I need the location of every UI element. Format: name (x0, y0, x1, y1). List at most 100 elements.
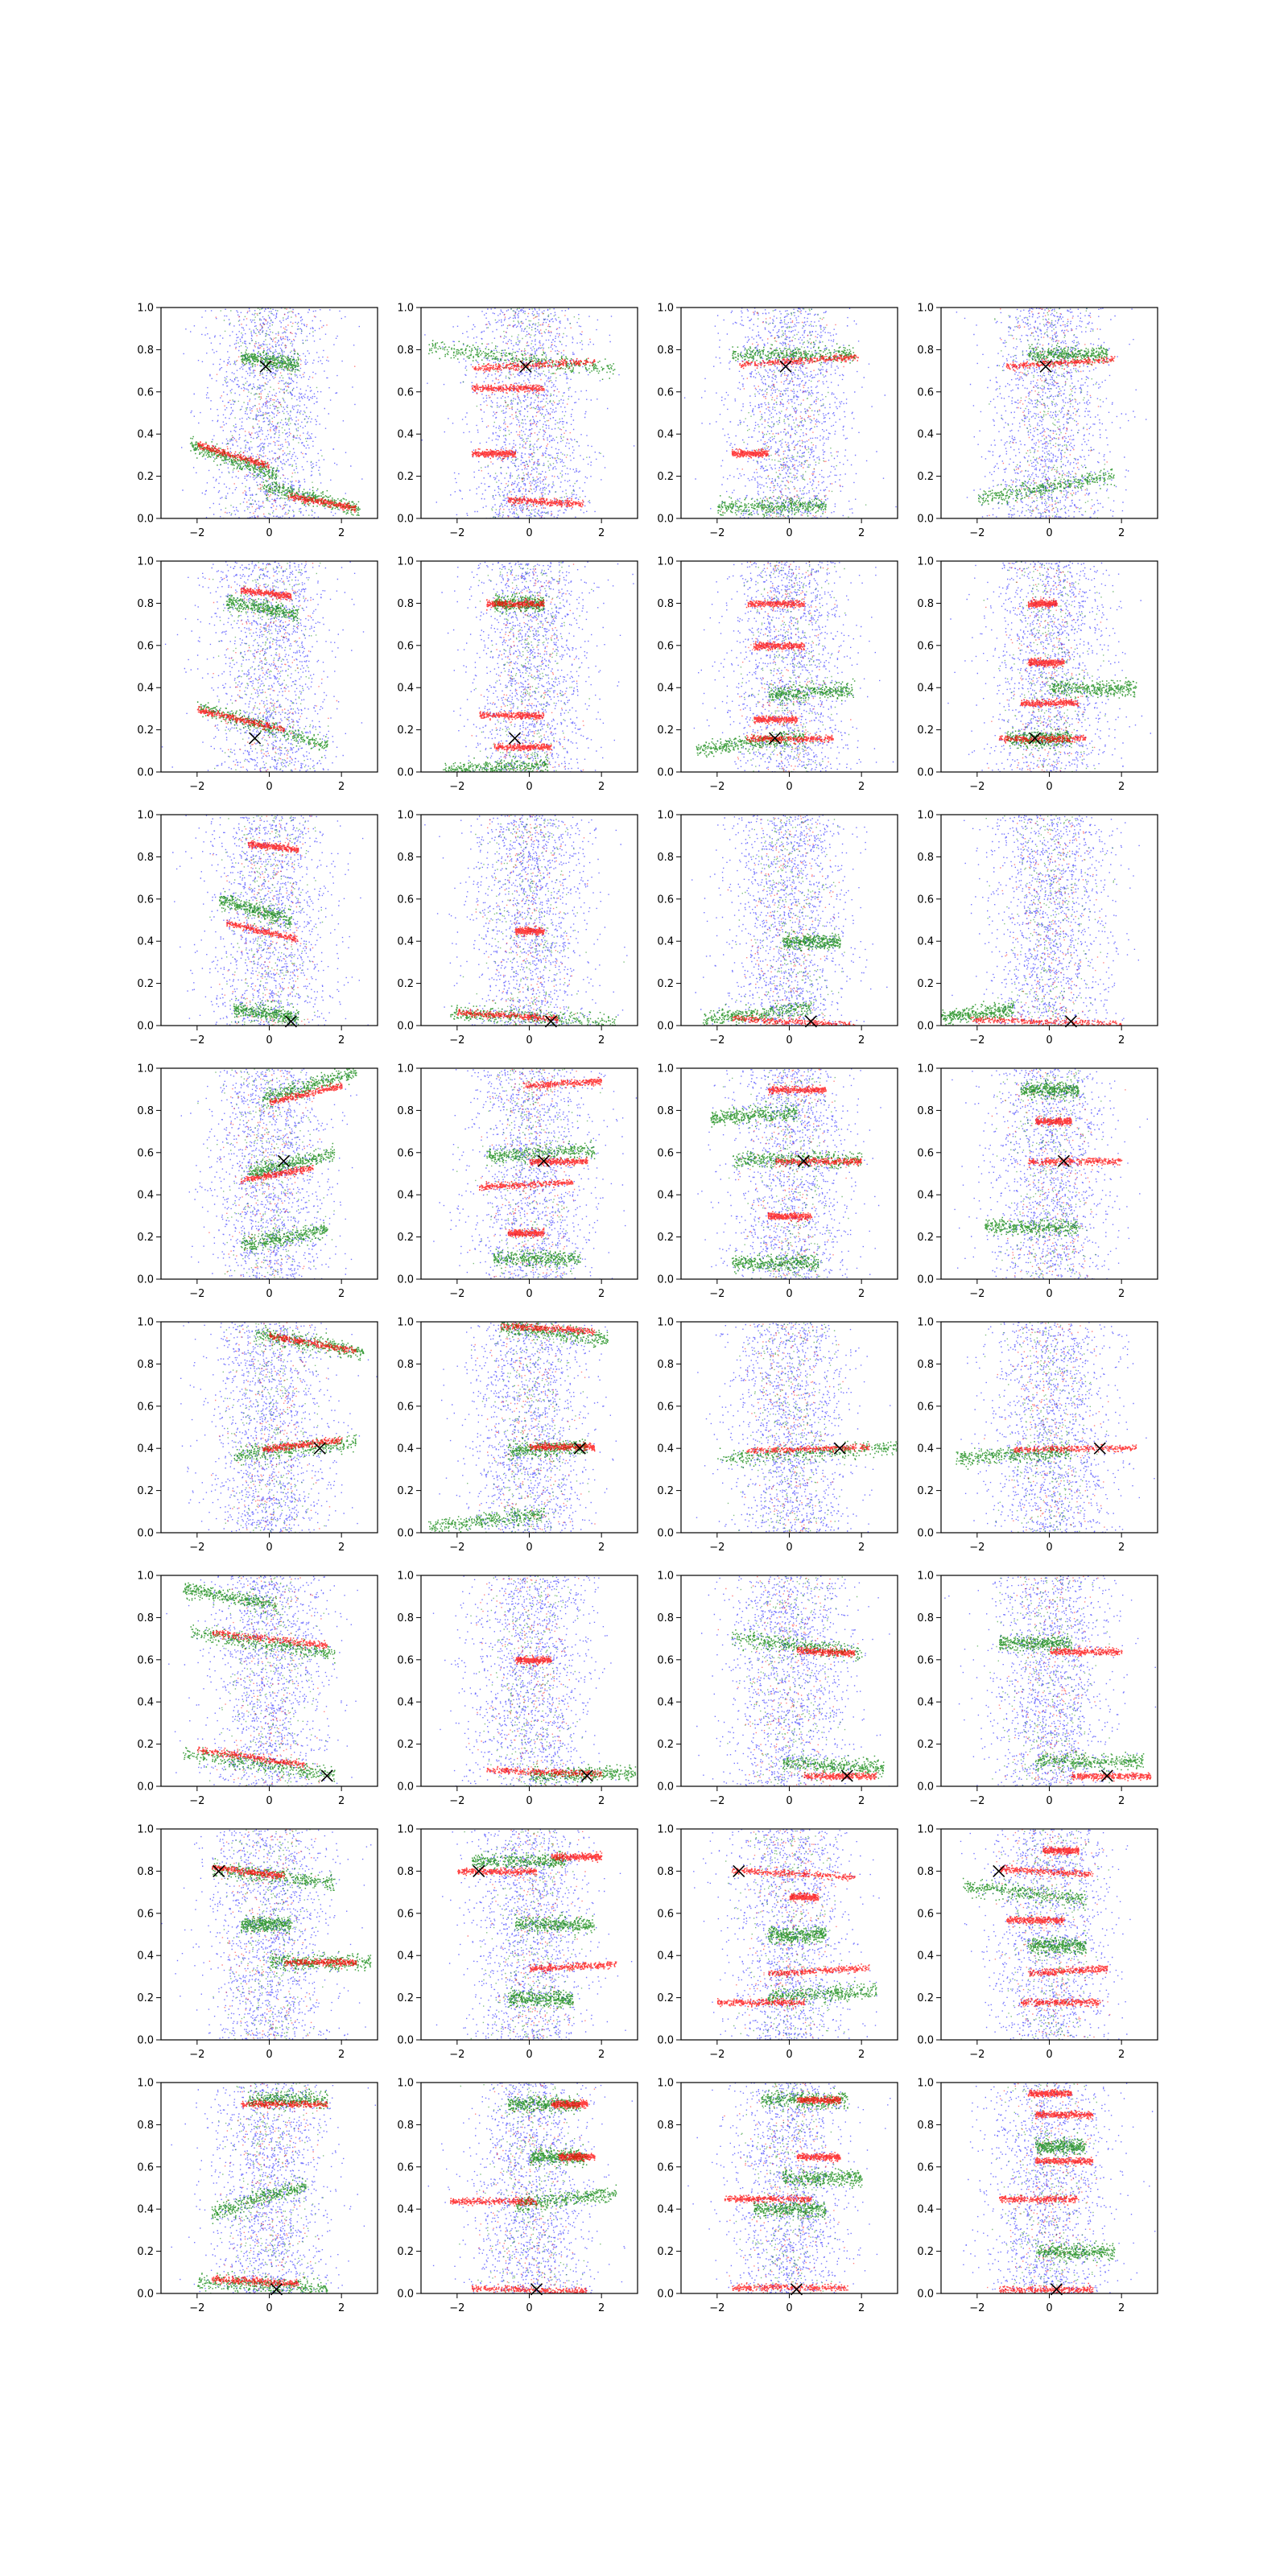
y-tick-label: 0.0 (397, 1021, 414, 1033)
y-tick-label: 1.0 (397, 556, 414, 568)
y-tick-label: 0.0 (657, 2035, 674, 2047)
x-tick-label: 2 (1118, 2302, 1125, 2314)
axes-frame (421, 1068, 638, 1279)
y-tick-label: 0.0 (917, 1781, 934, 1794)
y-tick-label: 0.0 (397, 2289, 414, 2301)
y-tick-label: 0.8 (657, 598, 674, 610)
y-tick-label: 0.0 (917, 2289, 934, 2301)
scatter-points (694, 561, 894, 773)
y-tick-label: 0.2 (137, 1992, 154, 2004)
scatter-points (171, 2083, 377, 2297)
blue-points (960, 1829, 1131, 2041)
x-tick-label: −2 (449, 2049, 464, 2061)
y-tick-label: 0.4 (917, 2204, 934, 2216)
blue-points (696, 1323, 891, 1534)
blue-points (694, 561, 894, 773)
y-tick-label: 0.2 (397, 1485, 414, 1497)
blue-points (944, 1575, 1156, 1787)
subplot-r6-c4: −2 0 20.00.20.40.60.81.0 (917, 1571, 1158, 1808)
green-scatter-points (223, 1323, 345, 1534)
y-tick-label: 0.2 (137, 978, 154, 990)
y-tick-label: 1.0 (137, 1063, 154, 1075)
blue-points (684, 308, 897, 519)
y-tick-label: 0.2 (917, 1739, 934, 1751)
red-band (287, 492, 356, 513)
blue-points (433, 1068, 637, 1280)
scatter-points (684, 308, 897, 519)
red-scatter-points (984, 1323, 1108, 1534)
x-tick-label: 0 (1046, 1795, 1052, 1807)
scatter-points (428, 1319, 617, 1538)
y-tick-label: 0.2 (137, 1232, 154, 1244)
red-band (551, 1851, 603, 1863)
scatter-points (428, 2083, 633, 2296)
y-tick-label: 0.0 (397, 1781, 414, 1794)
y-tick-label: 0.6 (397, 640, 414, 652)
scatter-points (691, 815, 888, 1029)
x-tick-label: 0 (526, 1795, 532, 1807)
subplot-r1-c3: −2 0 20.00.20.40.60.81.0 (657, 303, 898, 540)
y-tick-label: 0.6 (657, 1401, 674, 1413)
y-tick-label: 0.6 (657, 640, 674, 652)
green-band (732, 1249, 819, 1274)
x-tick-label: 2 (338, 781, 345, 793)
x-tick-label: 0 (1046, 2302, 1052, 2314)
red-band (515, 1655, 552, 1666)
y-tick-label: 0.0 (137, 2035, 154, 2047)
y-tick-label: 0.6 (397, 2161, 414, 2174)
blue-points (439, 1322, 617, 1534)
y-tick-label: 1.0 (397, 303, 414, 315)
red-band (508, 1228, 545, 1238)
y-tick-label: 1.0 (657, 556, 674, 568)
x-tick-label: 0 (786, 1288, 792, 1300)
y-tick-label: 0.8 (397, 598, 414, 610)
y-tick-label: 0.4 (397, 1697, 414, 1709)
axes-frame (421, 1322, 638, 1533)
x-tick-label: −2 (709, 781, 724, 793)
subplot-r5-c1: −2 0 20.00.20.40.60.81.0 (137, 1317, 378, 1554)
x-tick-label: 2 (858, 2302, 865, 2314)
red-scatter-points (724, 2083, 854, 2293)
scatter-points (941, 815, 1140, 1028)
axes-frame (681, 2083, 898, 2293)
y-tick-label: 0.2 (917, 1485, 934, 1497)
y-tick-label: 0.2 (397, 1232, 414, 1244)
y-tick-label: 0.4 (397, 1443, 414, 1455)
y-tick-label: 0.8 (657, 852, 674, 864)
x-tick-label: 0 (786, 2302, 792, 2314)
blue-points (697, 1068, 881, 1280)
green-scatter-points (475, 562, 592, 771)
y-tick-label: 0.8 (917, 1105, 934, 1117)
x-tick-label: 0 (1046, 1034, 1052, 1046)
x-tick-label: 2 (1118, 1034, 1125, 1046)
x-tick-label: −2 (189, 781, 204, 793)
y-tick-label: 0.2 (917, 978, 934, 990)
y-tick-label: 0.2 (397, 1739, 414, 1751)
subplot-r8-c4: −2 0 20.00.20.40.60.81.0 (917, 2078, 1158, 2315)
y-tick-label: 0.2 (657, 1992, 674, 2004)
subplot-r7-c2: −2 0 20.00.20.40.60.81.0 (397, 1824, 638, 2062)
green-band (515, 1912, 595, 1938)
x-tick-label: 0 (1046, 1542, 1052, 1554)
subplot-r2-c3: −2 0 20.00.20.40.60.81.0 (657, 556, 898, 794)
red-band (732, 2282, 848, 2293)
y-tick-label: 0.4 (137, 1190, 154, 1202)
x-tick-label: 2 (858, 1542, 865, 1554)
x-tick-label: 2 (338, 2302, 345, 2314)
x-tick-label: 0 (526, 2049, 532, 2061)
y-tick-label: 0.4 (397, 429, 414, 441)
y-tick-label: 0.4 (397, 1951, 414, 1963)
x-tick-label: 2 (858, 1288, 865, 1300)
y-tick-label: 0.4 (917, 1697, 934, 1709)
green-band (941, 1001, 1014, 1028)
green-band (493, 1249, 581, 1272)
y-tick-label: 0.6 (397, 894, 414, 906)
y-tick-label: 0.8 (917, 1866, 934, 1878)
subplot-r1-c1: −2 0 20.00.20.40.60.81.0 (137, 303, 378, 540)
x-tick-label: −2 (189, 1795, 204, 1807)
y-tick-label: 0.6 (137, 1401, 154, 1413)
y-tick-label: 0.0 (917, 1274, 934, 1286)
x-tick-label: 0 (266, 1288, 272, 1300)
green-scatter-points (740, 308, 866, 518)
x-tick-label: 0 (786, 1542, 792, 1554)
